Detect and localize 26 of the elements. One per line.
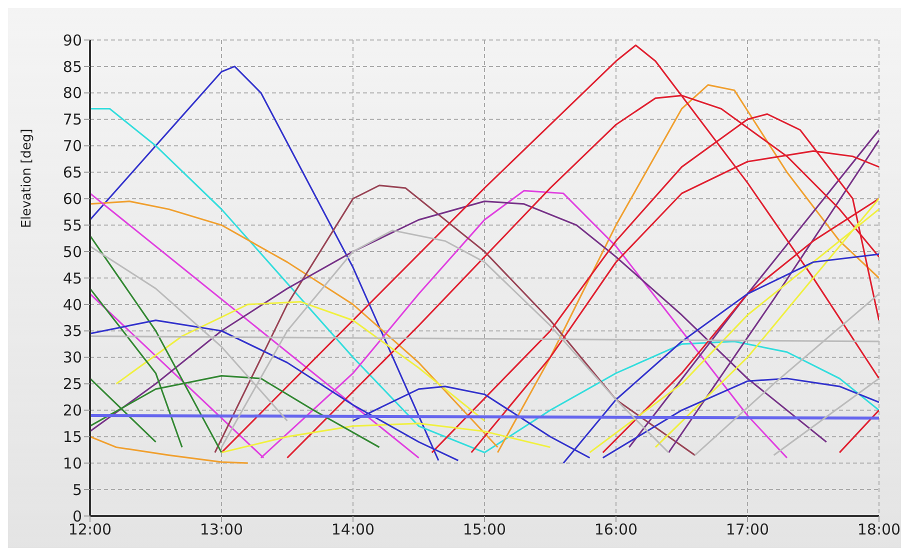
y-tick-label: 90 — [62, 31, 82, 50]
y-tick-label: 25 — [62, 375, 82, 394]
y-tick-label: 10 — [62, 454, 82, 472]
x-tick-label: 14:00 — [331, 520, 375, 539]
x-tick-label: 16:00 — [594, 520, 638, 539]
y-tick-label: 85 — [62, 58, 82, 76]
y-tick-label: 15 — [62, 428, 82, 446]
y-tick-label: 5 — [72, 480, 82, 499]
y-axis-title: Elevation [deg] — [20, 128, 35, 228]
x-tick-label: 12:00 — [68, 520, 112, 539]
y-tick-label: 20 — [62, 402, 82, 420]
x-tick-label: 18:00 — [857, 520, 901, 539]
y-tick-label: 30 — [62, 348, 82, 367]
y-tick-label: 75 — [62, 110, 82, 129]
y-tick-label: 65 — [62, 164, 82, 182]
y-tick-label: 55 — [62, 216, 82, 234]
y-tick-label: 80 — [62, 84, 82, 102]
y-tick-label: 50 — [62, 242, 82, 261]
x-tick-label: 17:00 — [726, 520, 770, 539]
y-tick-label: 70 — [62, 137, 82, 156]
y-tick-label: 40 — [62, 296, 82, 314]
x-tick-label: 15:00 — [462, 520, 506, 539]
y-tick-label: 60 — [62, 190, 82, 208]
y-tick-label: 45 — [62, 269, 82, 288]
x-tick-label: 13:00 — [200, 520, 244, 539]
y-tick-label: 35 — [62, 322, 82, 340]
